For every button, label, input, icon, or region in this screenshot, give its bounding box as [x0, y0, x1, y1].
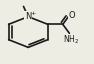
- Text: O: O: [68, 11, 75, 20]
- Text: NH$_2$: NH$_2$: [63, 34, 79, 46]
- Text: N: N: [25, 12, 31, 21]
- Text: +: +: [31, 11, 36, 16]
